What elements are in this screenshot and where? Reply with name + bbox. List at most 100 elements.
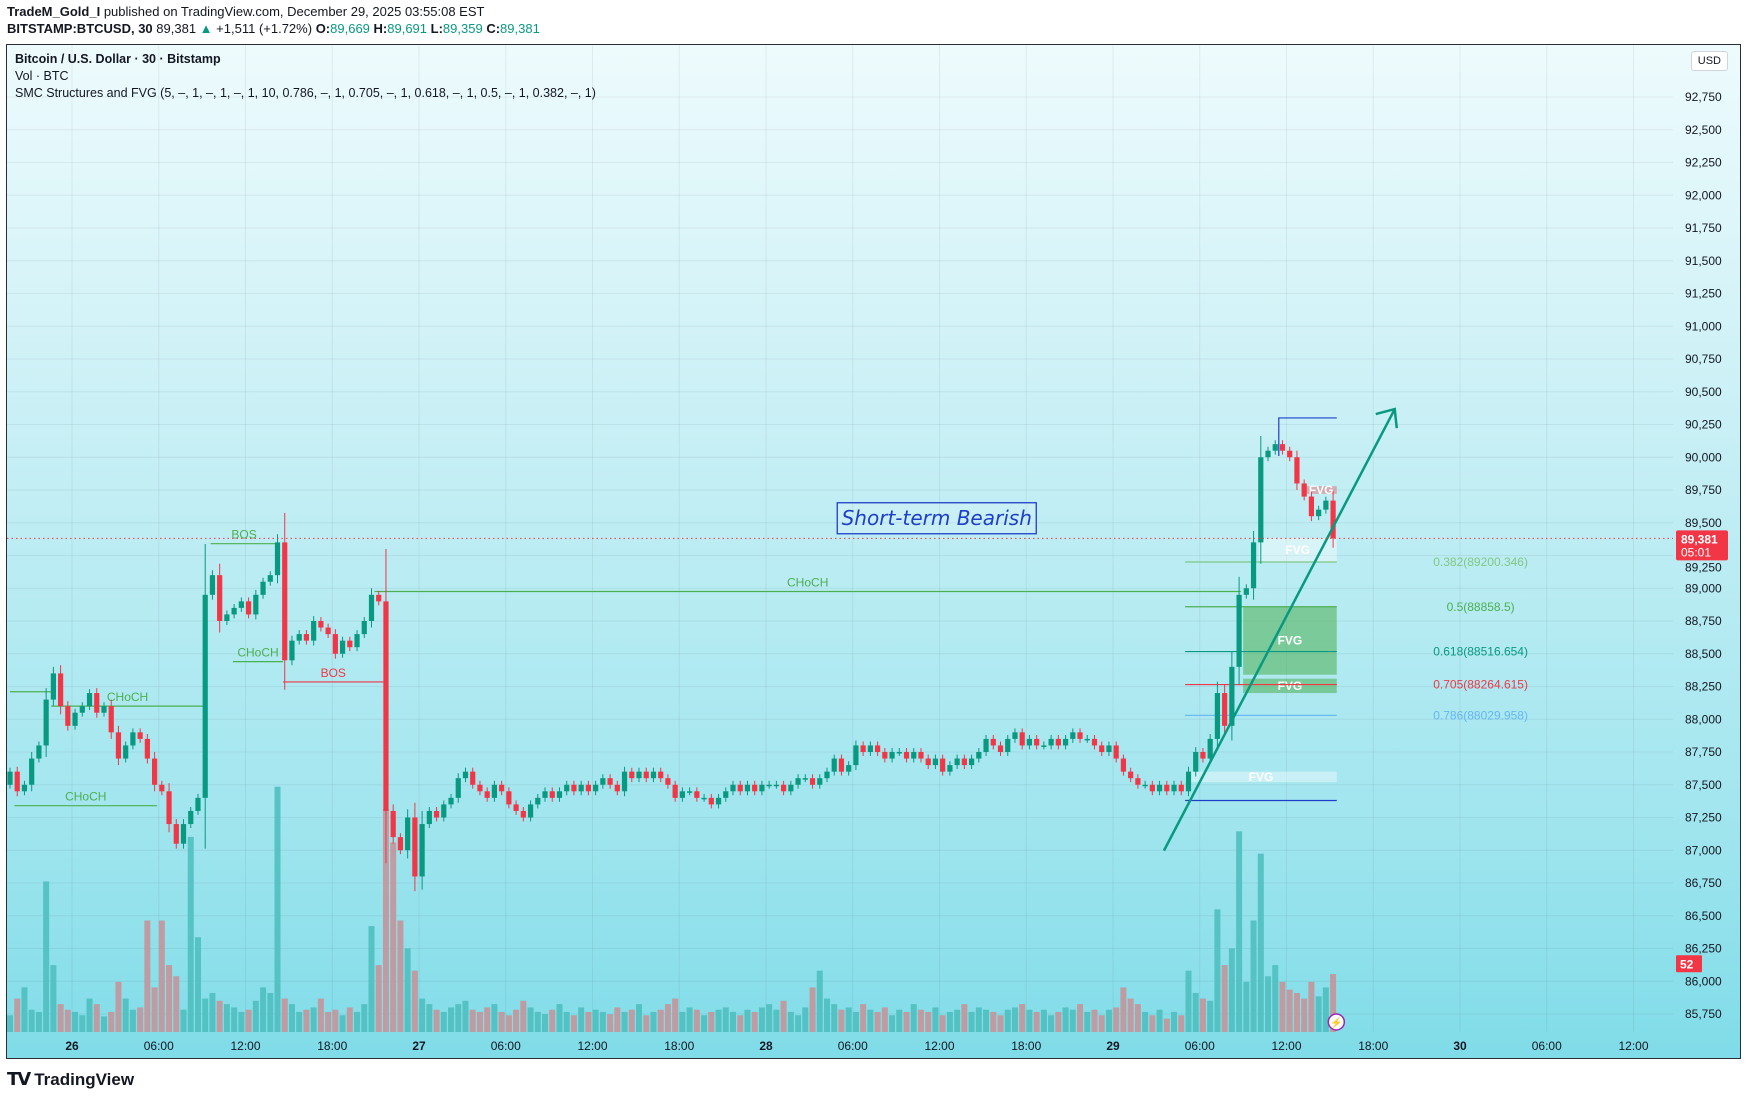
candle xyxy=(593,780,599,796)
fvg-box xyxy=(1185,771,1337,783)
tradingview-logo[interactable]: 𝗧𝗩 TradingView xyxy=(7,1069,134,1090)
candle-body xyxy=(1222,693,1228,726)
candle xyxy=(506,787,512,809)
candle xyxy=(925,754,931,770)
candle-body xyxy=(123,745,129,759)
candle xyxy=(180,819,187,849)
candle xyxy=(368,588,375,628)
candle-body xyxy=(896,752,902,754)
volume-bar xyxy=(50,965,57,1032)
candle xyxy=(621,766,628,797)
volume-bar xyxy=(542,1014,549,1032)
candle-body xyxy=(831,758,837,772)
volume-bar xyxy=(93,1004,100,1032)
candle xyxy=(441,800,447,822)
candle xyxy=(21,780,28,796)
candle-body xyxy=(390,810,396,838)
candle xyxy=(687,787,693,796)
candle xyxy=(1279,440,1286,455)
candle xyxy=(997,741,1004,756)
volume-bar xyxy=(708,1011,715,1032)
time-tick-label: 12:00 xyxy=(577,1039,607,1053)
up-triangle-icon: ▲ xyxy=(199,21,213,36)
volume-bar xyxy=(1250,920,1257,1032)
volume-bar xyxy=(592,1009,599,1032)
candle xyxy=(289,635,295,666)
chart-svg[interactable]: 92,750 92,500 92,250 92,000 91,750 91,500 91,2… xyxy=(7,45,1741,1059)
volume-bar xyxy=(209,992,216,1032)
volume-bar xyxy=(910,1004,917,1032)
time-tick-label: 06:00 xyxy=(144,1039,174,1053)
volume-bar xyxy=(614,1007,621,1032)
price-tick-label: 87,750 xyxy=(1685,745,1722,759)
legend-indicator[interactable]: SMC Structures and FVG (5, –, 1, –, 1, –… xyxy=(15,86,596,100)
candle xyxy=(347,636,353,652)
candle-body xyxy=(1005,738,1011,752)
candle-body xyxy=(1113,745,1119,759)
candle-body xyxy=(549,791,555,798)
candle xyxy=(824,767,830,783)
candle xyxy=(549,787,555,802)
volume-bar xyxy=(1156,1009,1163,1032)
candle xyxy=(491,780,498,802)
volume-bar xyxy=(556,1004,563,1032)
candle xyxy=(766,780,772,789)
time-tick-label: 26 xyxy=(65,1039,79,1053)
candle xyxy=(499,780,505,796)
candle xyxy=(1106,741,1112,756)
volume-bar xyxy=(1011,1007,1018,1032)
volume-bar xyxy=(1308,981,1315,1032)
volume-bar xyxy=(7,1015,13,1032)
price-tick-label: 86,250 xyxy=(1685,942,1722,956)
candle-body xyxy=(1207,738,1213,759)
candle xyxy=(542,787,548,802)
candle xyxy=(1142,780,1148,789)
legend-volume[interactable]: Vol · BTC xyxy=(15,69,69,83)
volume-bar xyxy=(21,987,28,1032)
volume-bar xyxy=(252,1000,259,1032)
volume-bar xyxy=(549,1009,556,1032)
time-tick-label: 18:00 xyxy=(1011,1039,1041,1053)
volume-bar xyxy=(28,1009,35,1032)
fvg-box xyxy=(1243,678,1337,694)
volume-bar xyxy=(245,1009,252,1032)
candle-body xyxy=(318,621,324,628)
candle-body xyxy=(882,752,888,759)
candle-body xyxy=(817,778,823,785)
candle-body xyxy=(14,771,20,792)
legend-title[interactable]: Bitcoin / U.S. Dollar · 30 · Bitstamp xyxy=(15,52,221,66)
volume-bar xyxy=(1257,853,1264,1032)
volume-bar xyxy=(809,987,816,1032)
candle xyxy=(889,748,895,763)
volume-bar xyxy=(173,976,180,1032)
volume-bar xyxy=(194,937,201,1032)
candle-body xyxy=(72,712,78,726)
price-tag-countdown: 05:01 xyxy=(1681,545,1711,559)
candle-body xyxy=(477,784,483,792)
candle-body xyxy=(188,810,194,825)
volume-bar xyxy=(636,1004,643,1032)
candle xyxy=(875,741,881,756)
volume-bar xyxy=(751,1011,758,1032)
candle xyxy=(455,773,461,803)
volume-bar xyxy=(1134,1004,1141,1032)
candle xyxy=(296,630,302,645)
author[interactable]: TradeM_Gold_I xyxy=(7,4,101,19)
candle xyxy=(896,748,902,756)
volume-bar xyxy=(1048,1015,1055,1032)
candle xyxy=(1070,728,1076,743)
candle xyxy=(1120,754,1127,776)
price-tick-label: 86,750 xyxy=(1685,876,1722,890)
candle-body xyxy=(809,778,816,785)
volume-bar xyxy=(332,1009,339,1032)
candle-body xyxy=(1250,542,1257,589)
currency-button[interactable]: USD xyxy=(1690,51,1728,71)
candle xyxy=(1330,491,1336,548)
candle xyxy=(903,748,910,763)
volume-bar xyxy=(346,1007,353,1032)
candle xyxy=(781,780,787,796)
candle-body xyxy=(86,693,93,707)
price-tick-label: 86,000 xyxy=(1685,974,1722,988)
chart-pane[interactable]: 92,750 92,500 92,250 92,000 91,750 91,500 91,2… xyxy=(6,44,1741,1059)
candle-body xyxy=(940,758,946,772)
